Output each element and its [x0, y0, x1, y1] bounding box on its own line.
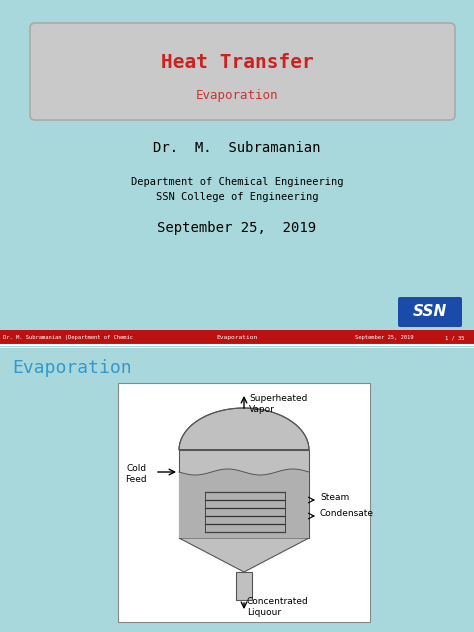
Text: Evaporation: Evaporation: [216, 336, 258, 341]
Text: Condensate: Condensate: [320, 509, 374, 518]
Text: 1 / 35: 1 / 35: [445, 336, 465, 341]
Text: Superheated
Vapor: Superheated Vapor: [249, 394, 307, 414]
Bar: [179, 450, 309, 538]
Text: Cold
Feed: Cold Feed: [126, 465, 147, 483]
Bar: [236, 572, 252, 600]
Text: SSN: SSN: [413, 305, 447, 320]
Text: Heat Transfer: Heat Transfer: [161, 54, 313, 73]
Text: September 25, 2019: September 25, 2019: [355, 336, 413, 341]
Text: Steam: Steam: [320, 494, 349, 502]
Text: Evaporation: Evaporation: [12, 359, 132, 377]
Bar: [0, 345, 474, 632]
Text: Dr.  M.  Subramanian: Dr. M. Subramanian: [153, 141, 321, 155]
Text: Concentrated
Liquour: Concentrated Liquour: [247, 597, 309, 617]
Bar: [118, 383, 370, 622]
Bar: [0, 330, 474, 345]
Text: Dr. M. Subramanian (Department of Chemic: Dr. M. Subramanian (Department of Chemic: [3, 336, 133, 341]
Text: Evaporation: Evaporation: [196, 88, 278, 102]
Text: Department of Chemical Engineering: Department of Chemical Engineering: [131, 177, 343, 187]
Text: SSN College of Engineering: SSN College of Engineering: [156, 192, 318, 202]
Polygon shape: [179, 469, 309, 538]
Bar: [0, 0, 474, 345]
Bar: [205, 492, 285, 532]
FancyBboxPatch shape: [398, 297, 462, 327]
Text: September 25,  2019: September 25, 2019: [157, 221, 317, 235]
Polygon shape: [179, 538, 309, 572]
Polygon shape: [179, 408, 309, 450]
FancyBboxPatch shape: [30, 23, 455, 120]
